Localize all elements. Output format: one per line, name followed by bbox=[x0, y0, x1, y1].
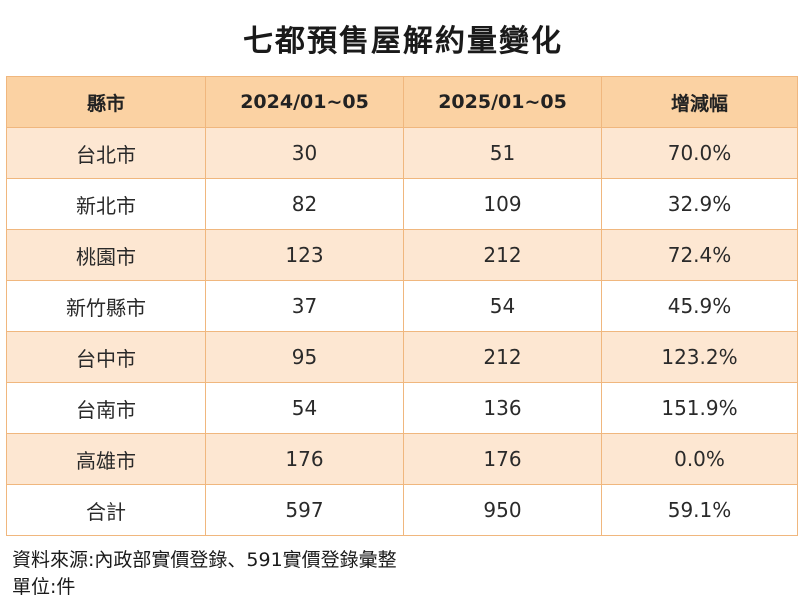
cell-2025: 212 bbox=[403, 229, 602, 281]
cell-county: 台南市 bbox=[6, 382, 206, 434]
cell-change: 45.9% bbox=[601, 280, 798, 332]
table-row: 新北市 82 109 32.9% bbox=[6, 178, 798, 230]
header-2025: 2025/01~05 bbox=[403, 76, 602, 128]
header-change: 增減幅 bbox=[601, 76, 798, 128]
cell-change: 70.0% bbox=[601, 127, 798, 179]
cell-2025: 176 bbox=[403, 433, 602, 485]
cell-2025: 54 bbox=[403, 280, 602, 332]
cell-change: 32.9% bbox=[601, 178, 798, 230]
cell-county: 台北市 bbox=[6, 127, 206, 179]
cell-change: 59.1% bbox=[601, 484, 798, 536]
source-note: 資料來源:內政部實價登錄、591實價登錄彙整 bbox=[12, 549, 397, 571]
cell-2024: 123 bbox=[205, 229, 404, 281]
cell-county: 桃園市 bbox=[6, 229, 206, 281]
cell-change: 123.2% bbox=[601, 331, 798, 383]
cell-2024: 54 bbox=[205, 382, 404, 434]
unit-note: 單位:件 bbox=[12, 576, 76, 598]
cell-2024: 95 bbox=[205, 331, 404, 383]
cell-2024: 176 bbox=[205, 433, 404, 485]
cell-2024: 82 bbox=[205, 178, 404, 230]
cell-2024: 30 bbox=[205, 127, 404, 179]
cell-2025: 136 bbox=[403, 382, 602, 434]
cell-county: 台中市 bbox=[6, 331, 206, 383]
table-row: 台中市 95 212 123.2% bbox=[6, 331, 798, 383]
cell-2025: 212 bbox=[403, 331, 602, 383]
footnotes: 資料來源:內政部實價登錄、591實價登錄彙整 單位:件 bbox=[12, 547, 397, 601]
table-row: 桃園市 123 212 72.4% bbox=[6, 229, 798, 281]
data-table-container: 縣市 2024/01~05 2025/01~05 增減幅 台北市 30 51 7… bbox=[6, 76, 798, 536]
table-header-row: 縣市 2024/01~05 2025/01~05 增減幅 bbox=[6, 76, 798, 128]
cell-county: 高雄市 bbox=[6, 433, 206, 485]
cell-2024: 597 bbox=[205, 484, 404, 536]
cell-2024: 37 bbox=[205, 280, 404, 332]
cell-2025: 51 bbox=[403, 127, 602, 179]
cell-change: 151.9% bbox=[601, 382, 798, 434]
page-title: 七都預售屋解約量變化 bbox=[243, 24, 563, 59]
cell-county: 新竹縣市 bbox=[6, 280, 206, 332]
cell-change: 72.4% bbox=[601, 229, 798, 281]
cell-county: 新北市 bbox=[6, 178, 206, 230]
cell-2025: 950 bbox=[403, 484, 602, 536]
header-county: 縣市 bbox=[6, 76, 206, 128]
table-row: 台南市 54 136 151.9% bbox=[6, 382, 798, 434]
cell-change: 0.0% bbox=[601, 433, 798, 485]
cell-2025: 109 bbox=[403, 178, 602, 230]
cell-county: 合計 bbox=[6, 484, 206, 536]
table-row: 高雄市 176 176 0.0% bbox=[6, 433, 798, 485]
data-table: 縣市 2024/01~05 2025/01~05 增減幅 台北市 30 51 7… bbox=[6, 76, 798, 536]
table-row: 台北市 30 51 70.0% bbox=[6, 127, 798, 179]
header-2024: 2024/01~05 bbox=[205, 76, 404, 128]
table-row-total: 合計 597 950 59.1% bbox=[6, 484, 798, 536]
table-row: 新竹縣市 37 54 45.9% bbox=[6, 280, 798, 332]
